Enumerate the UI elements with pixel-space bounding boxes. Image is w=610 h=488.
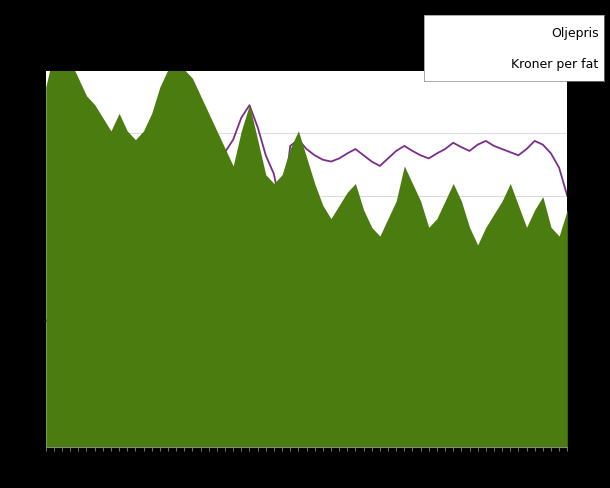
Text: Oljepris: Oljepris bbox=[551, 26, 598, 40]
Text: Kroner per fat: Kroner per fat bbox=[511, 58, 598, 71]
Text: Number of barrels: Number of barrels bbox=[124, 346, 250, 360]
Text: Oil price: Oil price bbox=[254, 184, 312, 199]
